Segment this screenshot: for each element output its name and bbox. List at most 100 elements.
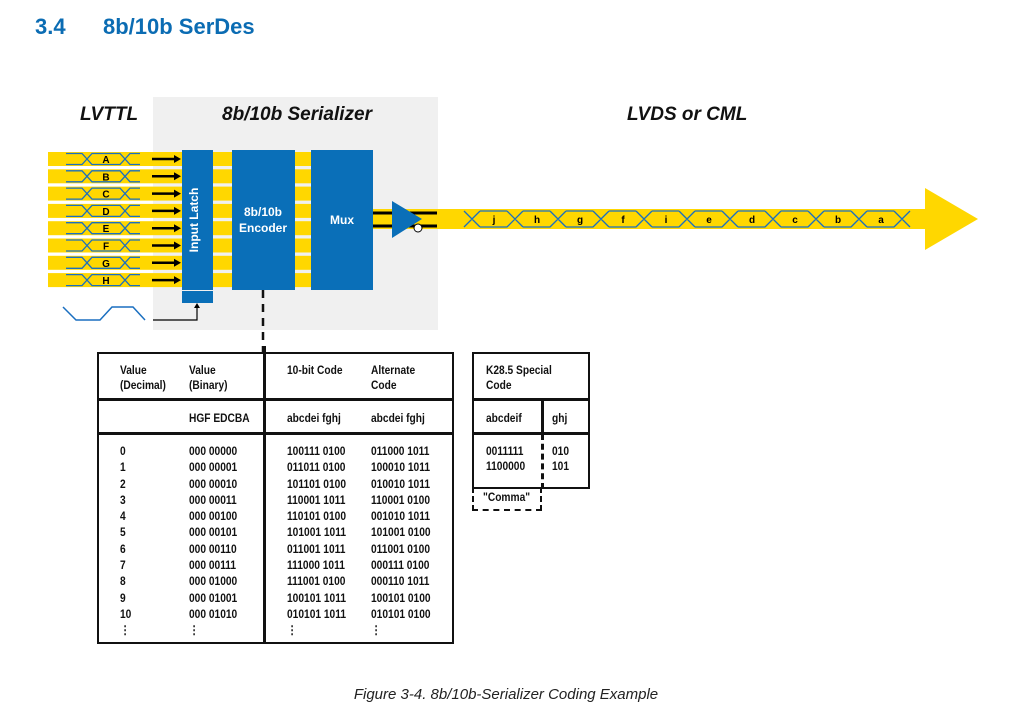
table-cell: 011000 1011	[371, 444, 430, 458]
serial-bit-c: c	[792, 215, 798, 226]
table-cell: 011001 1011	[287, 541, 346, 556]
driver-triangle-icon	[392, 201, 422, 238]
table-cell: 000 01000	[189, 574, 238, 589]
section-title: 8b/10b SerDes	[103, 14, 255, 39]
table-cell: 000 00111	[189, 558, 237, 573]
k285-table: K28.5 Special Code abcdeif ghj 0011111 110…	[472, 352, 590, 489]
table-cell: 1	[120, 460, 126, 475]
serial-bit-b: b	[835, 215, 841, 226]
header-decimal: Value	[120, 363, 147, 377]
table-cell: 9	[120, 590, 126, 605]
serializer-label: 8b/10b Serializer	[222, 104, 372, 125]
table-cell: 101001 0100	[371, 525, 431, 540]
table-row: 0 000 00000 100111 0100 011000 1011	[99, 444, 452, 460]
mux-label: Mux	[330, 213, 354, 227]
input-label-F: F	[103, 242, 109, 253]
table-cell: 0	[120, 444, 126, 458]
input-lane-H: H	[48, 273, 311, 288]
table-cell: 000 00101	[189, 525, 238, 540]
table-row: ⋮ ⋮ ⋮ ⋮	[99, 623, 452, 639]
table-cell: 000110 1011	[371, 574, 430, 589]
table-row: 7 000 00111 111000 1011 000111 0100	[99, 558, 452, 574]
table-cell: 111001 0100	[287, 574, 346, 589]
input-lane-B: B	[48, 169, 311, 184]
arrow-icon	[174, 258, 181, 267]
arrow-icon	[174, 276, 181, 285]
input-label-D: D	[102, 207, 109, 218]
comma-label: "Comma"	[483, 490, 531, 504]
table-cell: 000 00011	[189, 492, 237, 507]
table-cell: 110101 0100	[287, 509, 347, 524]
serial-eye-pattern	[463, 210, 911, 228]
coding-table: Value (Decimal) Value (Binary) 10-bit Code…	[97, 346, 454, 644]
table-cell: ⋮	[120, 623, 131, 638]
input-label-G: G	[102, 259, 110, 270]
encoder-label-2: Encoder	[239, 221, 287, 235]
table-cell: 000 00001	[189, 460, 238, 475]
k285-col2: ghj	[552, 411, 568, 425]
subheader-code: abcdei fghj	[287, 411, 341, 425]
input-latch-label: Input Latch	[187, 188, 201, 253]
comma-box: "Comma"	[472, 487, 542, 511]
serial-band	[373, 209, 940, 229]
subheader-binary: HGF EDCBA	[189, 411, 250, 425]
table-cell: 111000 1011	[287, 558, 345, 573]
table-cell: 101101 0100	[287, 476, 347, 491]
table-cell: 000 00010	[189, 476, 238, 491]
header-code: 10-bit Code	[287, 363, 343, 377]
serial-bit-i: i	[665, 215, 668, 226]
k285-title: K28.5 Special	[486, 363, 552, 377]
table-cell: 011001 0100	[371, 541, 431, 556]
serial-bit-g: g	[577, 215, 583, 226]
subheader-alt: abcdei fghj	[371, 411, 425, 425]
table-cell: 4	[120, 509, 126, 524]
table-cell: 101001 1011	[287, 525, 347, 540]
table-cell: 010101 0100	[371, 606, 431, 621]
table-cell: ⋮	[287, 623, 298, 638]
table-cell: 000 01010	[189, 606, 238, 621]
table-cell: ⋮	[189, 623, 200, 638]
input-lane-E: E	[48, 221, 311, 236]
input-lane-A: A	[48, 152, 311, 166]
arrow-head-icon	[925, 188, 978, 250]
table-row: 5 000 00101 101001 1011 101001 0100	[99, 525, 452, 541]
encoder-label-1: 8b/10b	[244, 205, 282, 219]
table-cell: 000 00000	[189, 444, 238, 458]
input-label-H: H	[102, 276, 109, 287]
table-row: 6 000 00110 011001 1011 011001 0100	[99, 542, 452, 558]
arrow-icon	[174, 206, 181, 215]
table-row: 3 000 00011 110001 1011 110001 0100	[99, 493, 452, 509]
serial-bit-d: d	[749, 215, 755, 226]
input-label-C: C	[102, 190, 109, 201]
arrow-icon	[174, 172, 181, 181]
table-row: 9 000 01001 100101 1011 100101 0100	[99, 591, 452, 607]
table-cell: 6	[120, 541, 126, 556]
serial-bit-a: a	[878, 215, 884, 226]
arrow-icon	[174, 224, 181, 233]
table-row: 2 000 00010 101101 0100 010010 1011	[99, 477, 452, 493]
table-cell: 3	[120, 492, 126, 507]
encoder-block	[232, 150, 295, 290]
arrow-icon	[174, 155, 181, 163]
serial-bit-f: f	[621, 215, 625, 226]
serial-bit-j: j	[492, 215, 496, 226]
serial-bit-h: h	[534, 215, 540, 226]
table-cell: 7	[120, 558, 126, 573]
table-cell: 000 01001	[189, 590, 238, 605]
table-cell: 010101 1011	[287, 606, 347, 621]
table-cell: 100111 0100	[287, 444, 346, 458]
table-cell: 100101 1011	[287, 590, 347, 605]
lvds-label: LVDS or CML	[627, 104, 748, 125]
table-cell: 001010 1011	[371, 509, 431, 524]
table-row: 1 000 00001 011011 0100 100010 1011	[99, 460, 452, 476]
table-row: 8 000 01000 111001 0100 000110 1011	[99, 574, 452, 590]
header-binary: Value	[189, 363, 216, 377]
arrow-icon	[174, 189, 181, 198]
table-row: 4 000 00100 110101 0100 001010 1011	[99, 509, 452, 525]
table-cell: 000111 0100	[371, 558, 430, 573]
table-cell: 000 00100	[189, 509, 238, 524]
input-lane-D: D	[48, 203, 311, 218]
table-cell: 110001 0100	[371, 492, 431, 507]
section-number: 3.4	[35, 14, 66, 39]
table-cell: 5	[120, 525, 126, 540]
